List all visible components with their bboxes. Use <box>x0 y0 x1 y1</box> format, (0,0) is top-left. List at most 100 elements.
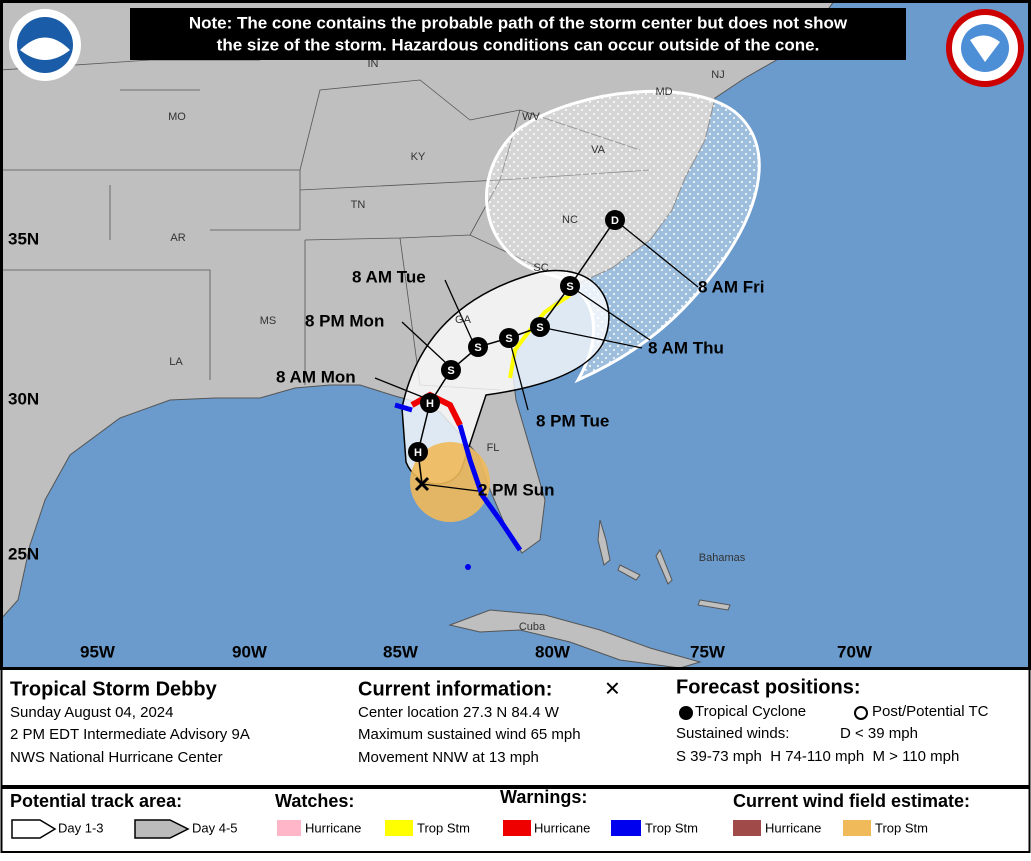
bahamas <box>597 519 731 611</box>
day45-swatch <box>134 819 190 839</box>
logo-bird <box>20 37 70 60</box>
legend-heading: Watches: <box>275 791 354 811</box>
warning-trop-storm <box>394 402 523 552</box>
state-label: NC <box>562 214 578 226</box>
watch-hurricane-swatch <box>277 820 301 836</box>
lon-label: 95W <box>80 642 116 661</box>
state-label: SC <box>533 262 548 274</box>
legend: Potential track area: Day 1-3 Day 4-5 Wa… <box>10 787 970 839</box>
info-text: Tropical Cyclone <box>695 703 806 720</box>
marker-letter: D <box>611 215 619 227</box>
state-label: FL <box>487 442 500 454</box>
info: Tropical Storm Debby Sunday August 04, 2… <box>10 676 989 766</box>
state-label: LA <box>169 356 183 368</box>
marker <box>441 360 461 380</box>
marker <box>408 442 428 462</box>
state-label: MO <box>168 111 186 123</box>
marker-letter: S <box>474 342 481 354</box>
info-text: Movement NNW at 13 mph <box>358 749 539 766</box>
grid-labels: 35N 30N 25N 95W 90W 85W 80W 75W 70W <box>8 229 873 661</box>
state-label: TN <box>351 199 366 211</box>
wind-trop-storm-swatch <box>843 820 871 836</box>
state-label: VA <box>591 144 606 156</box>
noaa-logo <box>9 9 81 81</box>
legend-text: Hurricane <box>305 820 361 835</box>
legend-text: Day 4-5 <box>192 820 238 835</box>
day13-swatch <box>11 819 57 839</box>
ptc-symbol <box>854 706 868 720</box>
forecast-heading: Forecast positions: <box>676 676 860 698</box>
current-heading: Current information: <box>358 678 552 700</box>
lat-label: 30N <box>8 389 39 408</box>
legend-heading: Potential track area: <box>10 791 182 811</box>
cuba <box>448 609 702 667</box>
state-label: IN <box>368 58 379 70</box>
wind-hurricane-swatch <box>733 820 761 836</box>
forecast-label: 2 PM Sun <box>478 480 555 499</box>
warning-trop-storm-swatch <box>611 820 641 836</box>
forecast-label: 8 AM Tue <box>352 267 426 286</box>
marker <box>560 276 580 296</box>
note-line: Note: The cone contains the probable pat… <box>189 13 848 32</box>
marker-letter: S <box>447 365 454 377</box>
legend-heading: Current wind field estimate: <box>733 791 970 811</box>
marker <box>499 328 519 348</box>
state-label: NJ <box>711 69 724 81</box>
info-text: Center location 27.3 N 84.4 W <box>358 704 560 721</box>
lon-label: 80W <box>535 642 571 661</box>
note-box <box>130 8 906 60</box>
nws-logo <box>946 9 1024 87</box>
lon-label: 90W <box>232 642 268 661</box>
state-labels: MO KY TN AR NC VA WV SC GA MS LA FL IN M… <box>168 58 746 633</box>
legend-text: Day 1-3 <box>58 820 104 835</box>
info-text: Maximum sustained wind 65 mph <box>358 726 581 743</box>
current-symbol: ✕ <box>604 678 621 700</box>
state-label: GA <box>455 314 472 326</box>
marker <box>420 393 440 413</box>
map: H H S S S S S D MO KY TN AR NC VA WV SC … <box>3 3 1028 667</box>
lon-label: 70W <box>837 642 873 661</box>
marker <box>605 210 625 230</box>
cone-day4-5 <box>485 89 761 384</box>
marker-letter: H <box>414 447 422 459</box>
forecast-label: 8 AM Thu <box>648 338 724 357</box>
forecast-labels: 2 PM Sun 8 AM Mon 8 PM Mon 8 AM Tue 8 PM… <box>276 267 764 499</box>
forecast-label: 8 PM Mon <box>305 311 384 330</box>
legend-heading: Warnings: <box>500 787 587 807</box>
marker-letter: S <box>505 333 512 345</box>
state-label: AR <box>170 232 185 244</box>
state-label: MD <box>655 86 672 98</box>
state-label: WV <box>522 111 540 123</box>
forecast-label: 8 AM Mon <box>276 367 356 386</box>
info-text: S 39-73 mph H 74-110 mph M > 110 mph <box>676 748 959 765</box>
lon-label: 75W <box>690 642 726 661</box>
state-label: KY <box>411 151 426 163</box>
lon-label: 85W <box>383 642 419 661</box>
legend-text: Hurricane <box>534 820 590 835</box>
warning-hurricane-swatch <box>503 820 531 836</box>
logo-cloud <box>970 35 1000 62</box>
marker-letter: H <box>426 398 434 410</box>
info-text: 2 PM EDT Intermediate Advisory 9A <box>10 726 250 743</box>
marker-letter: S <box>536 322 543 334</box>
legend-text: Hurricane <box>765 820 821 835</box>
tc-symbol <box>679 706 693 720</box>
place-label: Bahamas <box>699 552 746 564</box>
position-markers: H H S S S S S D <box>408 210 625 462</box>
marker-letter: S <box>566 281 573 293</box>
info-text: Post/Potential TC <box>872 703 989 720</box>
info-text: Sunday August 04, 2024 <box>10 704 173 721</box>
storm-title: Tropical Storm Debby <box>10 678 218 700</box>
place-label: Cuba <box>519 621 546 633</box>
legend-text: Trop Stm <box>645 820 698 835</box>
marker <box>530 317 550 337</box>
legend-text: Trop Stm <box>875 820 928 835</box>
info-text: Sustained winds: <box>676 725 789 742</box>
marker <box>468 337 488 357</box>
info-text: NWS National Hurricane Center <box>10 749 223 766</box>
legend-text: Trop Stm <box>417 820 470 835</box>
state-label: MS <box>260 315 277 327</box>
lat-label: 25N <box>8 544 39 563</box>
leader-lines <box>374 219 699 492</box>
